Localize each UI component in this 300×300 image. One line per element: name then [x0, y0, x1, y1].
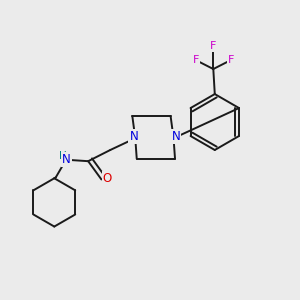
Text: H: H [59, 151, 66, 161]
Text: O: O [103, 172, 112, 185]
Text: N: N [129, 130, 138, 143]
Text: F: F [210, 41, 217, 51]
Text: N: N [172, 130, 180, 143]
Text: F: F [228, 55, 234, 64]
Text: N: N [62, 153, 71, 166]
Text: F: F [193, 55, 199, 64]
